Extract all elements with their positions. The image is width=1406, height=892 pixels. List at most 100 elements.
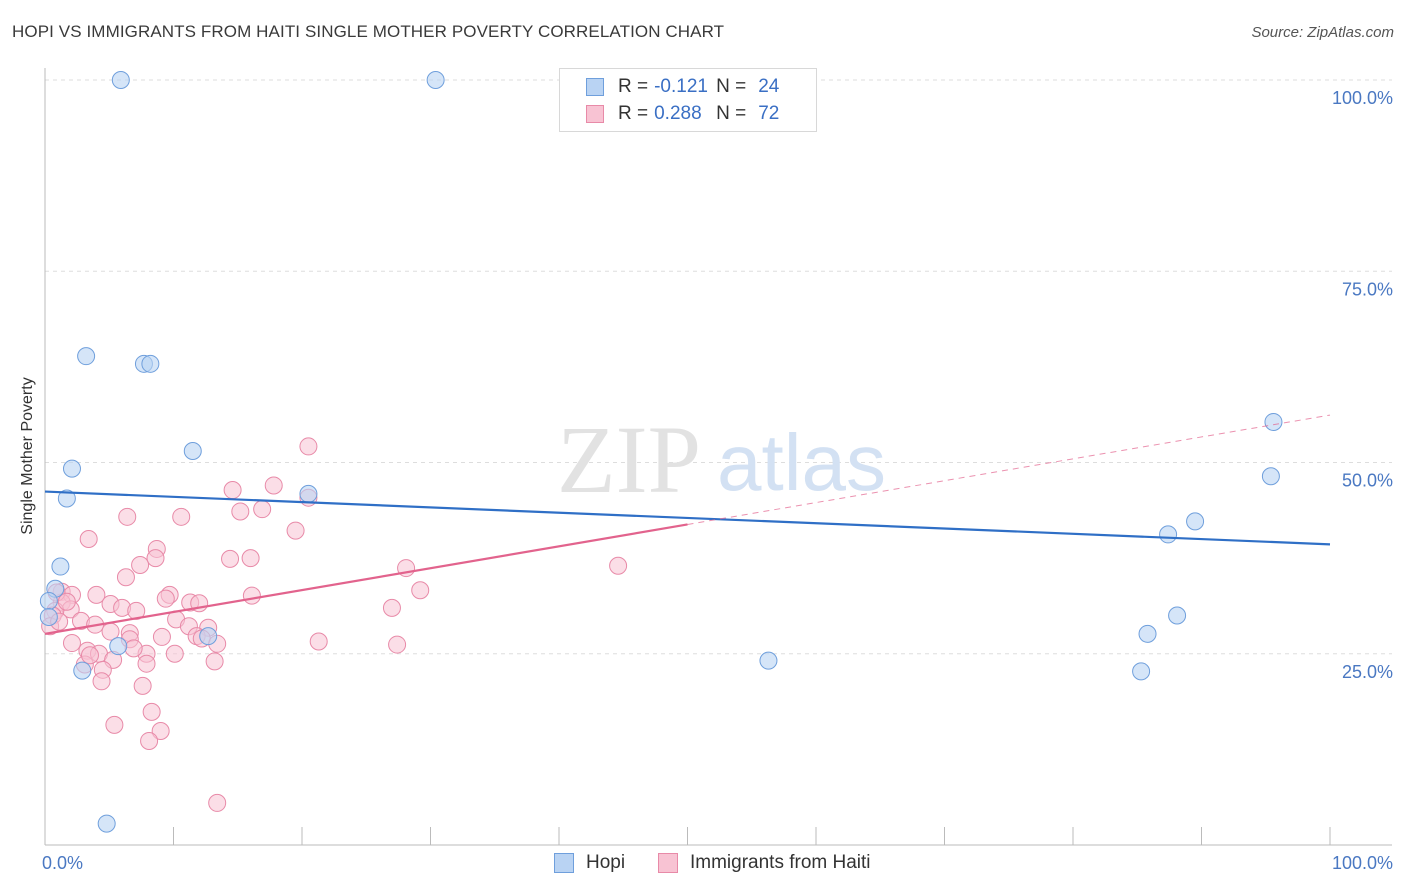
watermark: ZIP atlas xyxy=(557,406,886,513)
haiti-point xyxy=(152,627,171,646)
stats-row-haiti: R = 0.288 N = 72 xyxy=(586,102,779,126)
haiti-point xyxy=(172,507,191,526)
hopi-point xyxy=(759,651,778,670)
series-haiti-points xyxy=(41,437,628,812)
hopi-point xyxy=(1261,467,1280,486)
gridlines xyxy=(45,79,1392,655)
hopi-point xyxy=(426,71,445,89)
haiti-point xyxy=(382,598,401,617)
r-value: -0.121 xyxy=(654,76,708,97)
hopi-point xyxy=(1159,525,1178,544)
hopi-legend-swatch xyxy=(554,853,574,873)
hopi-point xyxy=(39,591,58,610)
haiti-point xyxy=(118,507,137,526)
haiti-point xyxy=(156,589,175,608)
hopi-point xyxy=(199,627,218,646)
n-value: 24 xyxy=(758,76,780,97)
source-label: Source: ZipAtlas.com xyxy=(1251,24,1394,41)
n-label: N = xyxy=(716,103,747,124)
hopi-point xyxy=(57,489,76,508)
hopi-point xyxy=(141,354,160,373)
hopi-point xyxy=(1264,412,1283,431)
haiti-point xyxy=(411,581,430,600)
watermark-zip: ZIP xyxy=(557,406,701,513)
hopi-point xyxy=(183,442,202,461)
n-label: N = xyxy=(716,76,747,97)
hopi-point xyxy=(1132,662,1151,681)
hopi-point xyxy=(109,637,128,656)
y-tick-label: 25.0% xyxy=(1342,662,1393,682)
y-tick-label: 100.0% xyxy=(1332,88,1393,108)
haiti-point xyxy=(140,731,159,750)
r-label: R = xyxy=(618,103,649,124)
hopi-point xyxy=(73,661,92,680)
y-tick-label: 50.0% xyxy=(1342,471,1393,491)
y-tick-label: 75.0% xyxy=(1342,279,1393,299)
haiti-point xyxy=(131,556,150,575)
series-legend: Hopi Immigrants from Haiti xyxy=(0,852,1406,876)
hopi-point xyxy=(111,71,130,89)
hopi-point xyxy=(62,459,81,478)
haiti-point xyxy=(92,672,111,691)
haiti-point xyxy=(79,530,98,548)
r-value: 0.288 xyxy=(654,103,702,124)
hopi-point xyxy=(299,484,318,503)
hopi-point xyxy=(97,814,116,833)
haiti-point xyxy=(286,521,305,540)
hopi-point xyxy=(39,608,58,627)
hopi-point xyxy=(1138,624,1157,643)
hopi-point xyxy=(1168,606,1187,625)
haiti-point xyxy=(241,549,260,568)
haiti-point xyxy=(105,715,124,734)
haiti-point xyxy=(151,722,170,741)
haiti-point xyxy=(231,502,250,521)
haiti-point xyxy=(116,568,135,587)
x-tick-label: 0.0% xyxy=(42,853,83,873)
chart-title: HOPI VS IMMIGRANTS FROM HAITI SINGLE MOT… xyxy=(12,22,725,41)
haiti-point xyxy=(142,702,161,721)
n-value: 72 xyxy=(758,103,780,124)
haiti-point xyxy=(388,635,407,654)
hopi-point xyxy=(51,557,70,576)
haiti-trend-line xyxy=(44,523,688,635)
haiti-point xyxy=(264,476,283,495)
haiti-point xyxy=(208,793,227,812)
haiti-point xyxy=(124,639,143,658)
haiti-point xyxy=(221,549,240,568)
hopi-swatch xyxy=(586,78,604,96)
tick-labels: 25.0% 50.0% 75.0% 100.0% 0.0% 100.0% xyxy=(42,88,1393,873)
haiti-point xyxy=(137,654,156,673)
haiti-point xyxy=(80,646,99,665)
hopi-point xyxy=(77,347,96,366)
haiti-legend-swatch xyxy=(658,853,678,873)
haiti-swatch xyxy=(586,105,604,123)
watermark-atlas: atlas xyxy=(717,418,886,507)
legend-item-haiti[interactable]: Immigrants from Haiti xyxy=(658,852,871,874)
haiti-trend-extension xyxy=(687,414,1331,525)
legend-label-haiti: Immigrants from Haiti xyxy=(690,852,871,873)
legend-item-hopi[interactable]: Hopi xyxy=(554,852,625,874)
haiti-point xyxy=(205,652,224,671)
r-label: R = xyxy=(618,76,649,97)
haiti-point xyxy=(299,437,318,456)
stats-legend: R = -0.121 N = 24 R = 0.288 N = 72 xyxy=(559,68,817,132)
haiti-point xyxy=(87,585,106,604)
haiti-point xyxy=(609,556,628,575)
legend-label-hopi: Hopi xyxy=(586,852,626,873)
hopi-point xyxy=(1186,512,1205,531)
x-tick-label: 100.0% xyxy=(1332,853,1393,873)
axes xyxy=(44,68,1392,846)
haiti-point xyxy=(253,500,272,519)
haiti-point xyxy=(223,481,242,500)
haiti-point xyxy=(133,676,152,695)
haiti-point xyxy=(57,592,76,611)
haiti-point xyxy=(165,644,184,663)
haiti-point xyxy=(242,586,261,605)
haiti-point xyxy=(146,549,165,568)
series-hopi-points xyxy=(39,71,1283,833)
stats-row-hopi: R = -0.121 N = 24 xyxy=(586,75,779,99)
haiti-point xyxy=(309,632,328,651)
haiti-point xyxy=(62,634,81,653)
trend-lines xyxy=(44,414,1331,635)
